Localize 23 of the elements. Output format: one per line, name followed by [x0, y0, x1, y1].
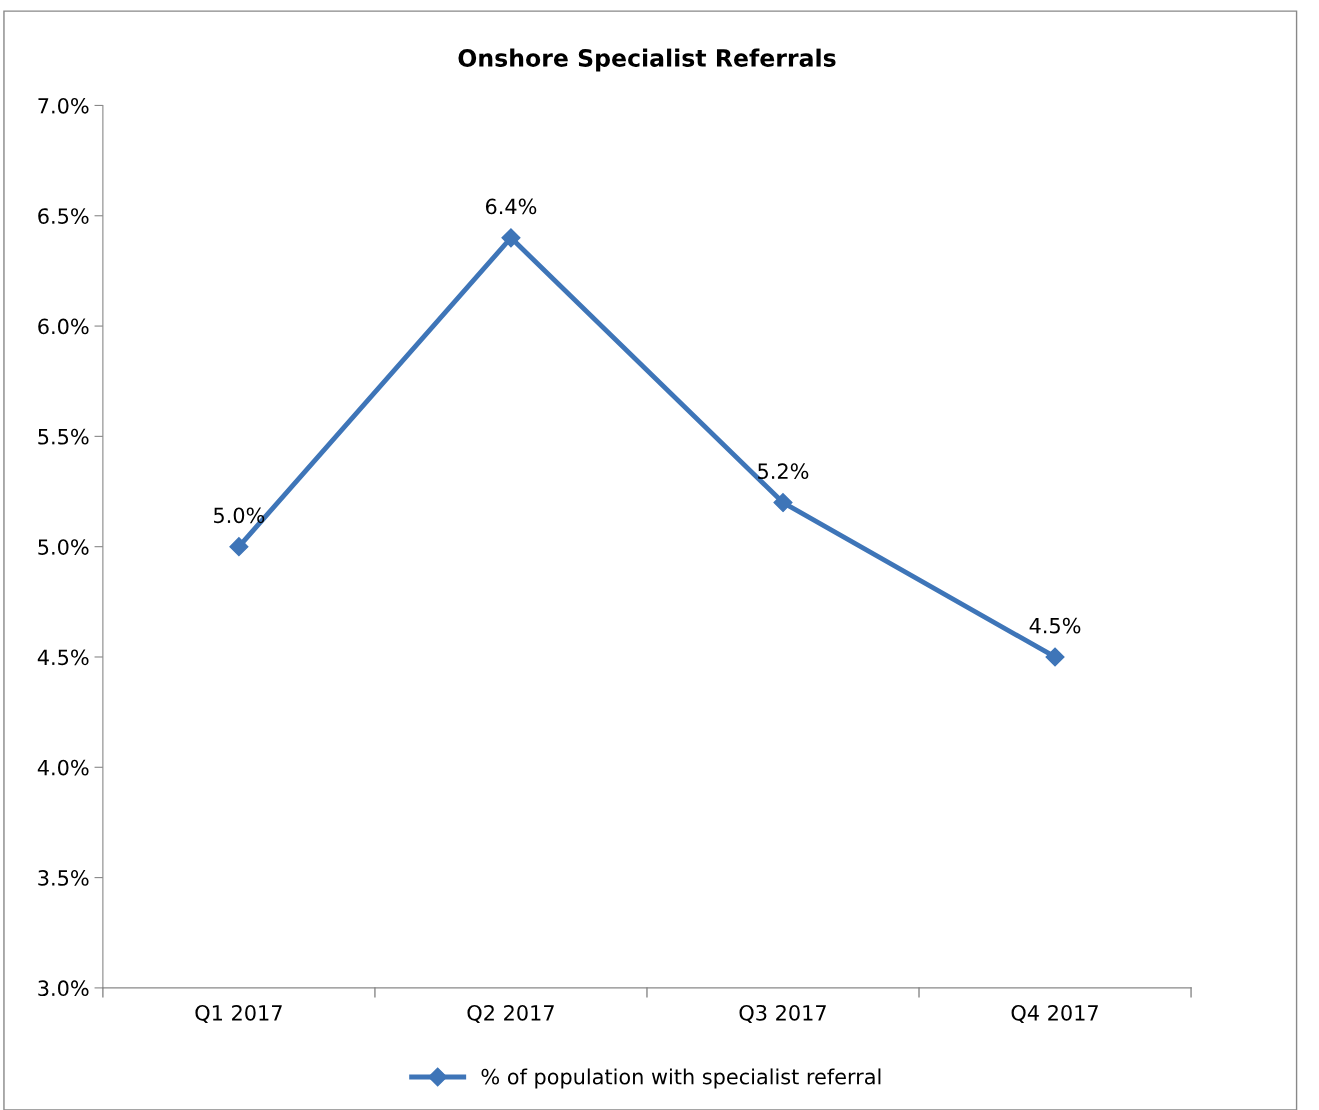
- y-tick-label: 6.5%: [38, 208, 89, 224]
- y-tick-label: 6.0%: [38, 318, 89, 335]
- x-tick-label: Q1 2017: [195, 1004, 282, 1024]
- point: [229, 537, 249, 557]
- y-tick-label: 7.0%: [38, 97, 89, 114]
- data-label: 6.4%: [485, 198, 537, 215]
- legend-label: % of population with specialist referral: [481, 1068, 881, 1089]
- data-label: 4.5%: [1029, 617, 1081, 634]
- point: [1045, 647, 1065, 667]
- x-tick-label: Q2 2017: [467, 1004, 554, 1024]
- point: [501, 228, 521, 248]
- chart-title: Onshore Specialist Referrals: [458, 48, 836, 72]
- y-tick-label: 3.5%: [38, 870, 89, 886]
- data-label: 5.0%: [214, 507, 265, 524]
- y-tick-label: 5.5%: [38, 428, 89, 445]
- y-tick-label: 4.5%: [37, 649, 89, 666]
- point: [773, 493, 793, 513]
- y-tick-label: 4.0%: [37, 759, 89, 776]
- data-label: 5.2%: [758, 463, 809, 480]
- y-tick-label: 3.0%: [38, 980, 89, 997]
- y-tick-label: 5.0%: [38, 539, 89, 555]
- x-tick-label: Q4 2017: [1011, 1004, 1098, 1024]
- x-tick-label: Q3 2017: [739, 1004, 826, 1024]
